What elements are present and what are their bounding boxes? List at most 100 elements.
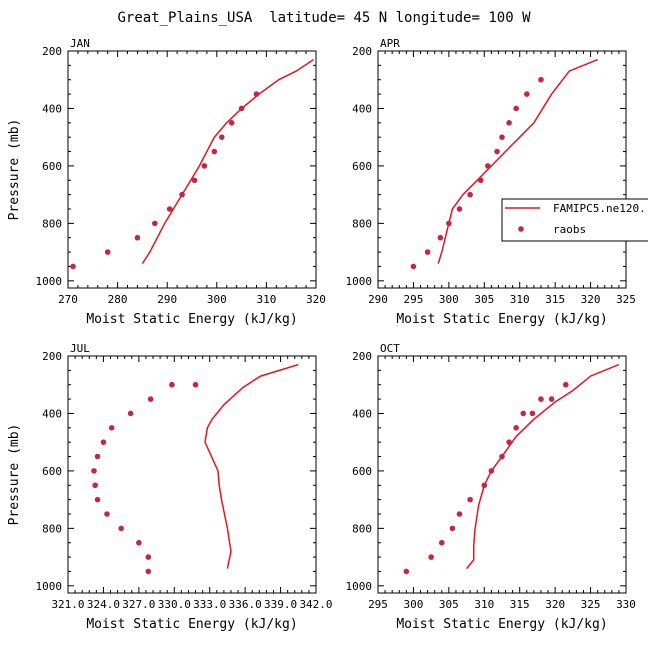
raobs-point bbox=[134, 234, 141, 241]
raobs-point bbox=[513, 105, 519, 112]
y-tick-label: 600 bbox=[42, 160, 62, 173]
y-axis-title-jan: Pressure (mb) bbox=[7, 119, 22, 221]
raobs-point bbox=[467, 496, 473, 503]
raobs-point bbox=[467, 191, 473, 198]
legend-box bbox=[501, 198, 648, 242]
panel-label-jul: JUL bbox=[70, 342, 90, 355]
x-tick-label: 270 bbox=[58, 293, 78, 306]
x-tick-label: 315 bbox=[510, 598, 530, 611]
panel-oct: OCT 295 300 305 310 315 320 325 330 200 400 600 800 1… bbox=[346, 342, 636, 632]
x-axis-title-jul: Moist Static Energy (kJ/kg) bbox=[86, 617, 297, 632]
x-tick-label: 280 bbox=[108, 293, 128, 306]
y-tick-label: 600 bbox=[42, 465, 62, 478]
raobs-point bbox=[169, 381, 175, 388]
raobs-point bbox=[152, 220, 158, 227]
raobs-point bbox=[449, 525, 456, 532]
y-tick-label: 400 bbox=[42, 102, 62, 115]
raobs-point bbox=[218, 134, 225, 140]
raobs-point bbox=[403, 568, 410, 575]
x-tick-label: 327.0 bbox=[122, 598, 155, 611]
raobs-point bbox=[145, 554, 152, 560]
y-axis-title-jul: Pressure (mb) bbox=[7, 424, 22, 526]
x-tick-label: 342.0 bbox=[299, 598, 332, 611]
raobs-point bbox=[438, 539, 445, 546]
panel-label-apr: APR bbox=[380, 37, 400, 50]
x-tick-label: 310 bbox=[474, 598, 494, 611]
x-tick-label: 324.0 bbox=[87, 598, 120, 611]
x-tick-label: 333.0 bbox=[193, 598, 226, 611]
x-tick-label: 300 bbox=[403, 598, 423, 611]
x-tick-label: 290 bbox=[157, 293, 177, 306]
y-tick-label: 400 bbox=[352, 407, 372, 420]
raobs-point bbox=[228, 120, 235, 126]
y-tick-label: 600 bbox=[352, 160, 372, 173]
y-tick-label: 800 bbox=[42, 217, 62, 230]
x-axis-title-jan: Moist Static Energy (kJ/kg) bbox=[86, 312, 297, 327]
y-tick-label: 600 bbox=[352, 465, 372, 478]
panel-label-oct: OCT bbox=[380, 342, 400, 355]
plot-frame-apr bbox=[377, 50, 627, 289]
raobs-point bbox=[127, 410, 134, 417]
y-tick-label: 200 bbox=[42, 45, 62, 58]
panel-jul: JUL 321.0 324.0 327.0 330.0 333.0 336.0 339.0 34… bbox=[7, 342, 333, 632]
raobs-point bbox=[499, 453, 505, 460]
raobs-point bbox=[94, 496, 101, 503]
model-line-jul bbox=[204, 363, 299, 569]
y-tick-label: 1000 bbox=[36, 580, 63, 593]
raobs-point bbox=[179, 191, 185, 198]
raobs-point bbox=[94, 453, 101, 460]
x-tick-label: 300 bbox=[439, 293, 459, 306]
x-tick-label: 300 bbox=[207, 293, 227, 306]
legend-obs-label: raobs bbox=[553, 223, 586, 236]
raobs-point bbox=[529, 410, 536, 417]
x-tick-label: 290 bbox=[368, 293, 388, 306]
panel-apr: APR 290 295 300 305 310 315 320 325 200 400 600 800 1… bbox=[346, 37, 636, 327]
y-tick-label: 1000 bbox=[346, 580, 373, 593]
model-line-oct bbox=[466, 363, 620, 570]
raobs-point bbox=[538, 396, 544, 402]
legend: FAMIPC5.ne120. raobs bbox=[501, 198, 648, 242]
raobs-point bbox=[100, 439, 107, 445]
raobs-point bbox=[145, 568, 152, 575]
x-tick-label: 320 bbox=[545, 598, 565, 611]
x-tick-label: 339.0 bbox=[264, 598, 297, 611]
raobs-point bbox=[428, 554, 434, 560]
raobs-point bbox=[562, 381, 569, 388]
raobs-point bbox=[488, 468, 495, 474]
figure-title: Great_Plains_USA latitude= 45 N longitud… bbox=[117, 10, 531, 26]
x-tick-label: 295 bbox=[403, 293, 423, 306]
raobs-point bbox=[524, 91, 530, 97]
x-tick-label: 295 bbox=[368, 598, 388, 611]
raobs-point bbox=[211, 148, 218, 155]
y-tick-label: 800 bbox=[352, 217, 372, 230]
y-tick-label: 800 bbox=[352, 522, 372, 535]
model-line-apr bbox=[437, 58, 598, 264]
x-tick-label: 310 bbox=[510, 293, 530, 306]
legend-model-label: FAMIPC5.ne120. bbox=[553, 202, 646, 215]
raobs-point bbox=[499, 134, 505, 140]
panel-jan: JAN 270 280 290 300 310 320 200 400 600 800 1000 Moi… bbox=[7, 37, 326, 327]
y-tick-label: 400 bbox=[42, 407, 62, 420]
raobs-point bbox=[91, 468, 97, 474]
raobs-point bbox=[538, 76, 544, 83]
raobs-point bbox=[238, 105, 245, 112]
y-tick-label: 1000 bbox=[346, 275, 373, 288]
panels: JAN 270 280 290 300 310 320 200 400 600 800 1000 Moi… bbox=[7, 37, 636, 632]
raobs-point bbox=[506, 439, 512, 445]
x-tick-label: 330.0 bbox=[158, 598, 191, 611]
raobs-point bbox=[201, 163, 208, 169]
raobs-point bbox=[92, 482, 98, 489]
raobs-point bbox=[513, 425, 519, 431]
raobs-point bbox=[456, 206, 463, 212]
y-tick-label: 400 bbox=[352, 102, 372, 115]
raobs-point bbox=[456, 511, 463, 517]
x-tick-label: 310 bbox=[256, 293, 276, 306]
raobs-point bbox=[136, 539, 142, 546]
raobs-point bbox=[253, 91, 260, 97]
raobs-point bbox=[506, 120, 512, 126]
raobs-point bbox=[548, 396, 555, 402]
x-tick-label: 305 bbox=[439, 598, 459, 611]
raobs-point bbox=[104, 249, 111, 255]
x-tick-label: 325 bbox=[616, 293, 636, 306]
